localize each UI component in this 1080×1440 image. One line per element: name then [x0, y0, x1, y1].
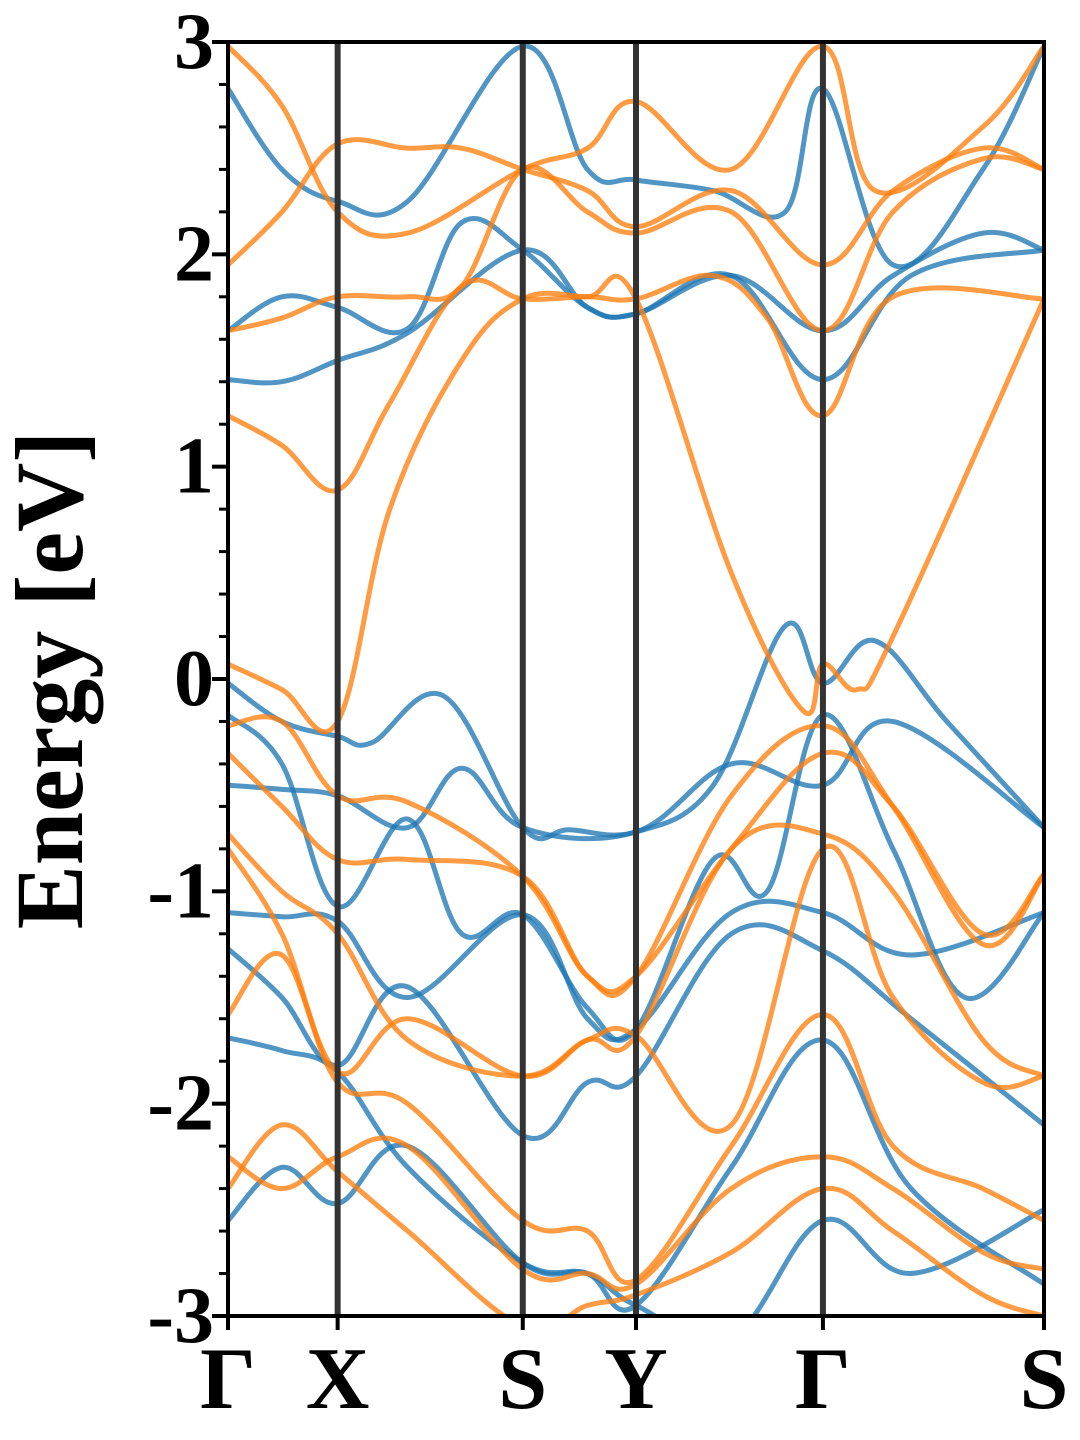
y-axis: -3 -2 -1 0 1 2 3 — [147, 0, 228, 1360]
y-tick-label-3: 0 — [174, 635, 214, 723]
band-orange-17 — [228, 822, 1044, 1079]
band-orange-12 — [228, 154, 1044, 334]
x-tick-label-4: Γ — [795, 1331, 851, 1428]
y-tick-label-2: -1 — [147, 847, 214, 935]
band-orange-19 — [228, 950, 1044, 1285]
high-symmetry-lines — [334, 42, 826, 1316]
band-orange-11 — [228, 272, 1044, 494]
x-tick-label-1: X — [306, 1331, 370, 1428]
x-tick-label-2: S — [498, 1331, 547, 1428]
band-orange-21 — [228, 1122, 1044, 1316]
y-tick-label-6: 3 — [174, 0, 214, 86]
x-tick-label-3: Y — [604, 1331, 668, 1428]
x-tick-label-0: Γ — [200, 1331, 256, 1428]
y-axis-label: Energy [eV] — [0, 431, 103, 930]
x-tick-label-5: S — [1020, 1331, 1069, 1428]
y-tick-label-0: -3 — [147, 1272, 214, 1360]
y-tick-label-4: 1 — [174, 423, 214, 511]
band-blue-9 — [228, 43, 1044, 270]
band-blue-8 — [228, 215, 1044, 336]
y-tick-label-5: 2 — [174, 210, 214, 298]
y-tick-label-1: -2 — [147, 1060, 214, 1148]
